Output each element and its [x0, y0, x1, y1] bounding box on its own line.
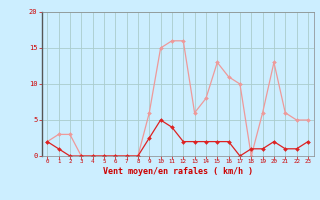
X-axis label: Vent moyen/en rafales ( km/h ): Vent moyen/en rafales ( km/h )	[103, 167, 252, 176]
